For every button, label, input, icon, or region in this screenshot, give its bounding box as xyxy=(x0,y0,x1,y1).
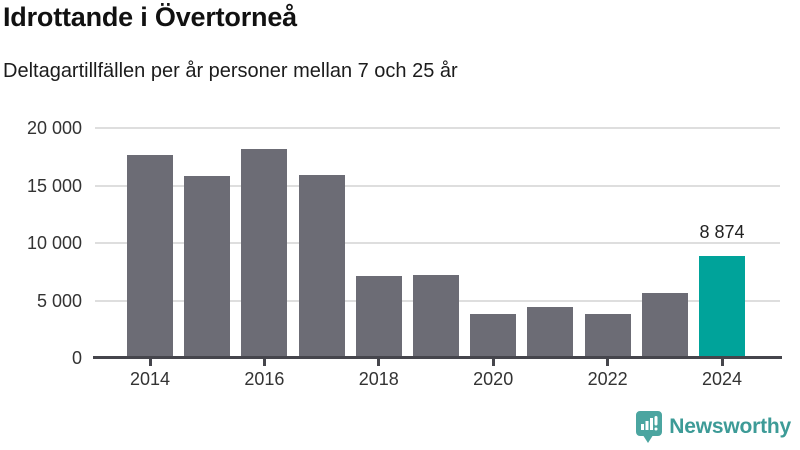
x-tick-2018 xyxy=(377,359,381,366)
bar-2014 xyxy=(127,155,173,358)
x-axis-label-2024: 2024 xyxy=(701,369,743,389)
gridline-10000 xyxy=(95,242,780,244)
y-axis-label-0: 0 xyxy=(71,348,82,368)
newsworthy-logo: Newsworthy xyxy=(635,409,791,445)
bar-2018 xyxy=(355,275,402,358)
x-tick-2016 xyxy=(262,359,266,366)
x-tick-2020 xyxy=(491,359,495,366)
bar-2016 xyxy=(241,149,288,358)
x-axis-label-2020: 2020 xyxy=(473,369,514,389)
bar-2019 xyxy=(413,274,459,358)
brand-name: Newsworthy xyxy=(669,415,791,438)
y-axis-label-15000: 15 000 xyxy=(26,175,82,196)
y-axis-label-5000: 5 000 xyxy=(36,290,82,311)
x-axis-line xyxy=(93,356,782,359)
x-axis-label-2022: 2022 xyxy=(587,369,628,389)
bar-2022 xyxy=(584,313,631,358)
y-axis-label-10000: 10 000 xyxy=(26,233,82,253)
y-axis-label-20000: 20 000 xyxy=(26,118,82,138)
x-tick-2014 xyxy=(148,359,152,366)
bar-value-label: 8 874 xyxy=(699,222,745,242)
x-axis-label-2014: 2014 xyxy=(129,369,171,389)
x-tick-2024 xyxy=(720,359,724,366)
chart-title: Idrottande i Övertorneå xyxy=(3,2,297,32)
x-axis-label-2018: 2018 xyxy=(358,369,399,389)
bar-2021 xyxy=(527,306,574,358)
bar-2024 xyxy=(699,255,745,358)
bar-2023 xyxy=(641,293,688,358)
gridline-20000 xyxy=(95,127,780,129)
gridline-15000 xyxy=(95,184,780,187)
bar-2017 xyxy=(298,174,345,358)
bar-2015 xyxy=(184,176,231,358)
newsworthy-speech-bubble-chart-icon xyxy=(636,411,663,443)
chart-subtitle: Deltagartillfällen per år personer mella… xyxy=(3,60,458,82)
x-axis-label-2016: 2016 xyxy=(244,369,285,389)
bar-2020 xyxy=(470,314,517,358)
x-tick-2022 xyxy=(606,359,610,366)
